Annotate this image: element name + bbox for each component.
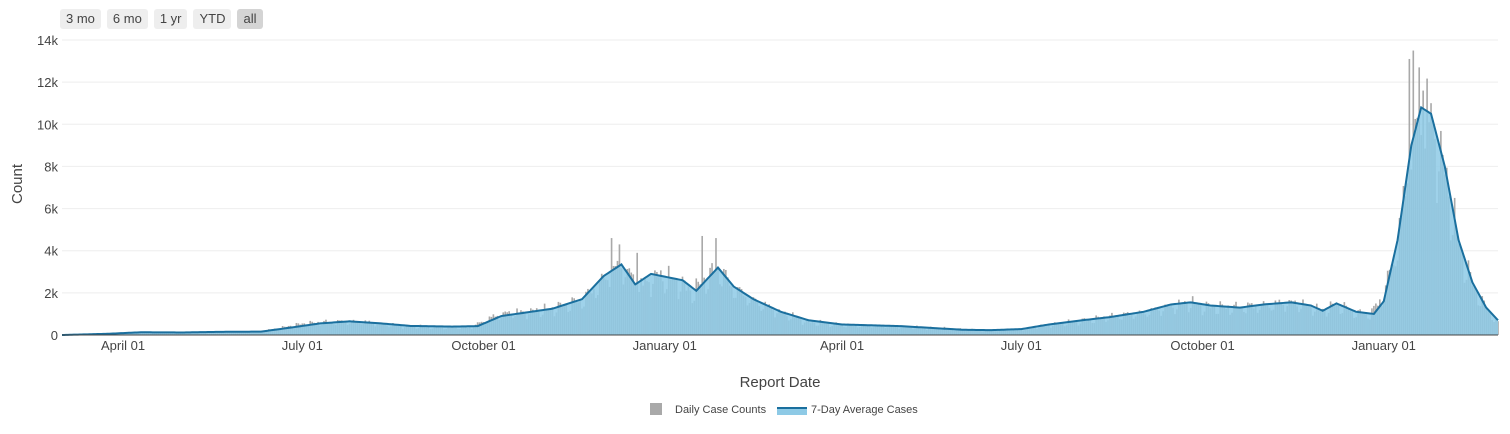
x-tick-label: October 01 [1170,338,1234,353]
y-tick-label: 4k [44,244,58,259]
average-fill [62,107,1498,336]
y-tick-label: 14k [37,33,58,48]
legend-label-average: 7-Day Average Cases [811,404,918,416]
x-tick-label: April 01 [820,338,864,353]
range-button-all[interactable]: all [237,9,263,29]
x-tick-label: January 01 [1352,338,1416,353]
x-tick-label: October 01 [451,338,515,353]
range-selector: 3 mo 6 mo 1 yr YTD all [60,9,263,29]
average-line [61,105,1499,336]
axes: 0 2k 4k 6k 8k 10k 12k 14k April 01 July 01 October… [37,33,1498,353]
legend-label-daily: Daily Case Counts [675,404,767,416]
x-tick-label: April 01 [101,338,145,353]
y-tick-label: 10k [37,117,58,132]
x-tick-label: July 01 [282,338,323,353]
range-button-6mo[interactable]: 6 mo [106,9,148,29]
x-axis-title: Report Date [740,374,821,391]
legend-item-average[interactable]: 7-Day Average Cases [777,404,918,416]
range-button-3mo[interactable]: 3 mo [60,9,101,29]
average-area [61,105,1499,336]
y-tick-label: 8k [44,159,58,174]
daily-bars [63,50,1499,336]
y-tick-label: 6k [44,202,58,217]
legend: Daily Case Counts 7-Day Average Cases [650,403,918,416]
y-tick-label: 12k [37,75,58,90]
x-tick-label: January 01 [633,338,697,353]
legend-item-daily[interactable]: Daily Case Counts [650,403,767,416]
range-button-1yr[interactable]: 1 yr [153,9,188,29]
legend-swatch-average-fill [777,407,807,415]
x-tick-label: July 01 [1001,338,1042,353]
y-tick-label: 2k [44,286,58,301]
y-axis-title: Count [9,163,26,204]
y-tick-label: 0 [51,328,58,343]
gridlines [62,39,1498,294]
range-button-ytd[interactable]: YTD [193,9,232,29]
legend-swatch-daily [650,403,662,415]
